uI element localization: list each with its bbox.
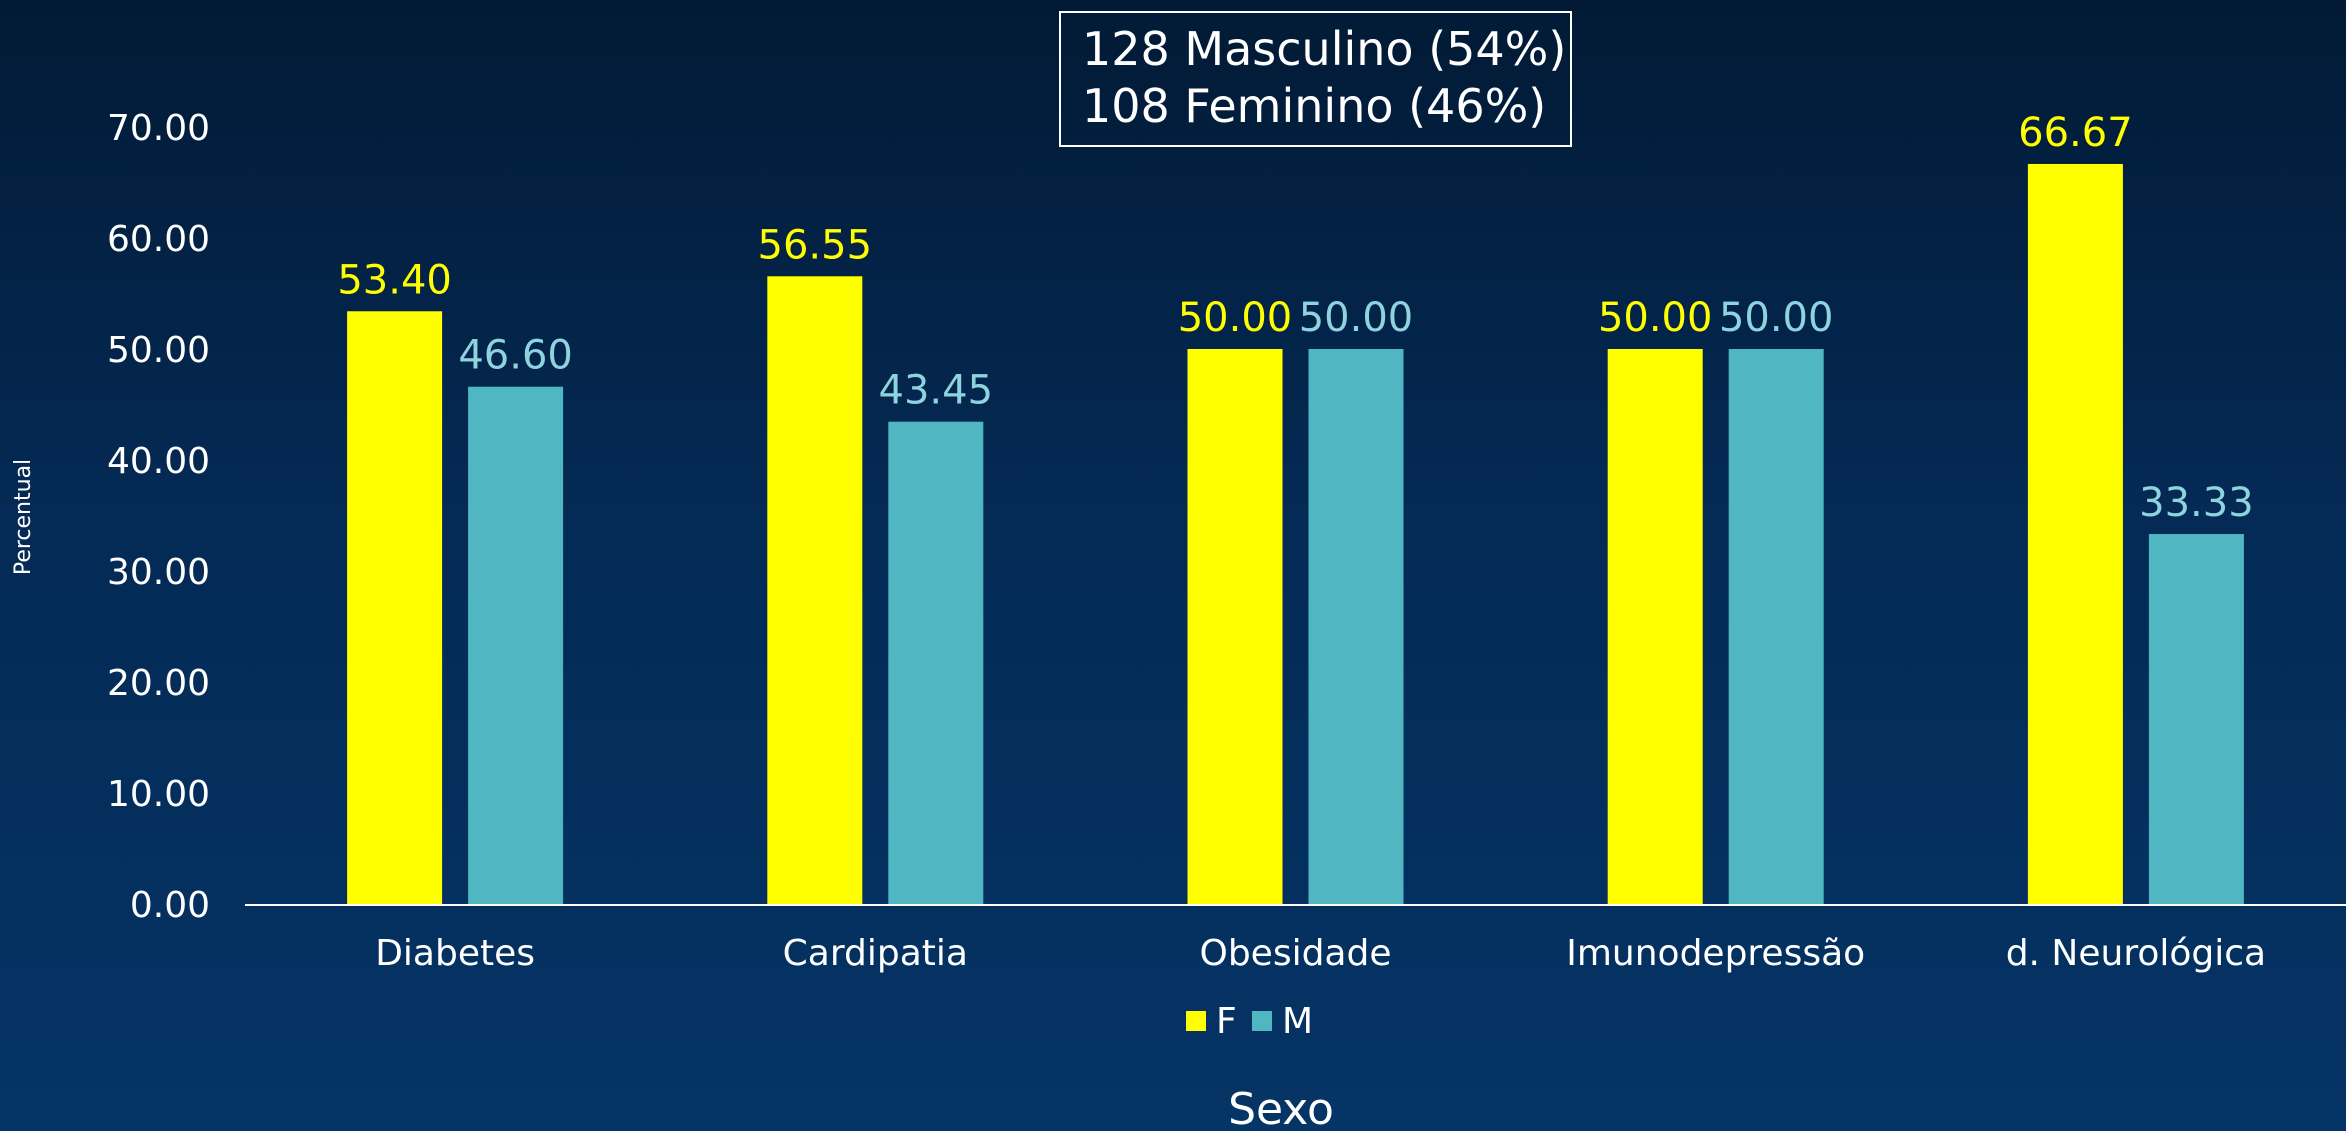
data-label-f-3: 50.00 xyxy=(1598,295,1713,341)
bar-m-2 xyxy=(1308,349,1404,904)
bar-m-4 xyxy=(2148,534,2244,904)
data-label-m-2: 50.00 xyxy=(1299,295,1414,341)
data-label-m-1: 43.45 xyxy=(879,368,994,414)
x-tick-label: d. Neurológica xyxy=(2006,933,2266,974)
data-label-f-2: 50.00 xyxy=(1178,295,1293,341)
y-tick-label: 20.00 xyxy=(107,663,210,704)
bar-m-0 xyxy=(468,386,564,904)
summary-box: 128 Masculino (54%) 108 Feminino (46%) xyxy=(1059,11,1572,147)
data-label-m-3: 50.00 xyxy=(1719,295,1834,341)
summary-line-feminino: 108 Feminino (46%) xyxy=(1082,79,1547,133)
y-tick-label: 40.00 xyxy=(107,441,210,482)
data-label-m-4: 33.33 xyxy=(2139,480,2254,526)
legend-swatch-m xyxy=(1252,1011,1272,1031)
legend-label-m: M xyxy=(1282,1001,1313,1042)
y-axis-title: Percentual xyxy=(11,459,36,575)
x-tick-label: Imunodepressão xyxy=(1566,933,1865,974)
y-tick-label: 0.00 xyxy=(130,885,210,926)
data-label-f-0: 53.40 xyxy=(337,257,452,303)
y-axis-ticks: 0.00 10.00 20.00 30.00 40.00 50.00 60.00 70.00 xyxy=(107,108,210,926)
legend-label-f: F xyxy=(1216,1001,1237,1042)
x-tick-label: Diabetes xyxy=(375,933,535,974)
bars-group xyxy=(347,163,2244,904)
data-label-f-4: 66.67 xyxy=(2018,110,2133,156)
x-tick-label: Cardipatia xyxy=(783,933,968,974)
data-label-m-0: 46.60 xyxy=(458,333,573,379)
legend-swatch-f xyxy=(1186,1011,1206,1031)
bar-f-0 xyxy=(347,311,443,904)
x-tick-label: Obesidade xyxy=(1199,933,1391,974)
bar-f-3 xyxy=(1607,349,1703,904)
y-tick-label: 30.00 xyxy=(107,552,210,593)
data-label-f-1: 56.55 xyxy=(758,222,873,268)
bar-m-1 xyxy=(888,421,984,904)
x-axis-category-labels: Diabetes Cardipatia Obesidade Imunodepressã… xyxy=(375,933,2266,974)
bar-f-1 xyxy=(767,276,863,904)
bar-m-3 xyxy=(1728,349,1824,904)
y-tick-label: 50.00 xyxy=(107,330,210,371)
y-tick-label: 10.00 xyxy=(107,774,210,815)
bar-f-4 xyxy=(2027,163,2123,904)
summary-line-masculino: 128 Masculino (54%) xyxy=(1082,22,1567,76)
y-tick-label: 70.00 xyxy=(107,108,210,149)
y-tick-label: 60.00 xyxy=(107,219,210,260)
bar-f-2 xyxy=(1187,349,1283,904)
x-axis-title: Sexo xyxy=(1228,1084,1334,1131)
